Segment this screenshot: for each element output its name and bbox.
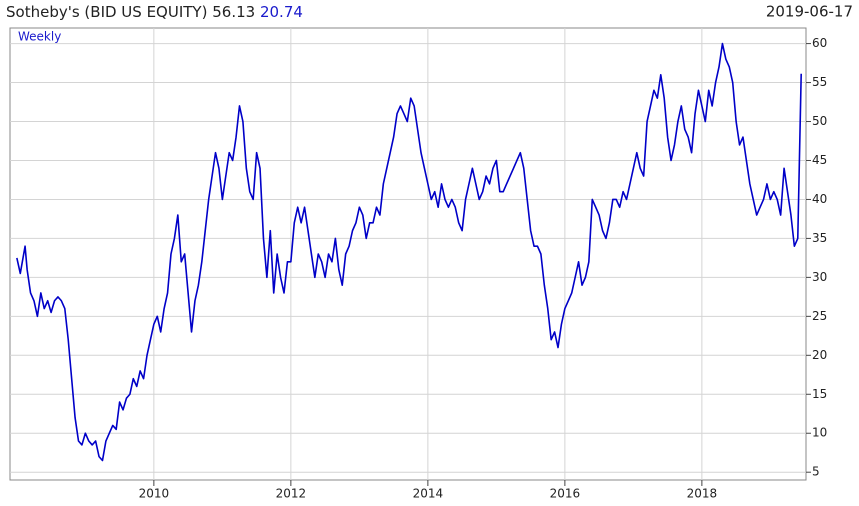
y-tick-label: 5 [812,465,820,479]
last-price: 56.13 [212,3,255,21]
y-tick-label: 55 [812,75,827,89]
x-tick-label: 2018 [687,487,718,501]
x-tick-label: 2010 [139,487,170,501]
x-tick-label: 2016 [550,487,581,501]
x-tick-label: 2012 [276,487,307,501]
title: Sotheby's (BID US EQUITY) [6,3,207,21]
chart-title: Sotheby's (BID US EQUITY) 56.13 20.74 [6,3,303,21]
y-tick-label: 15 [812,387,827,401]
y-tick-label: 45 [812,153,827,167]
price-line [16,42,802,462]
y-tick-label: 10 [812,426,827,440]
y-tick-label: 60 [812,36,827,50]
change: 20.74 [260,3,303,21]
x-tick-label: 2014 [413,487,444,501]
frequency-label: Weekly [18,30,61,44]
y-tick-label: 30 [812,270,827,284]
y-tick-label: 50 [812,114,827,128]
date: 2019-06-17 [766,3,853,21]
y-tick-label: 25 [812,309,827,323]
y-tick-label: 35 [812,231,827,245]
plot-frame [9,27,807,481]
y-tick-label: 40 [812,192,827,206]
y-tick-label: 20 [812,348,827,362]
